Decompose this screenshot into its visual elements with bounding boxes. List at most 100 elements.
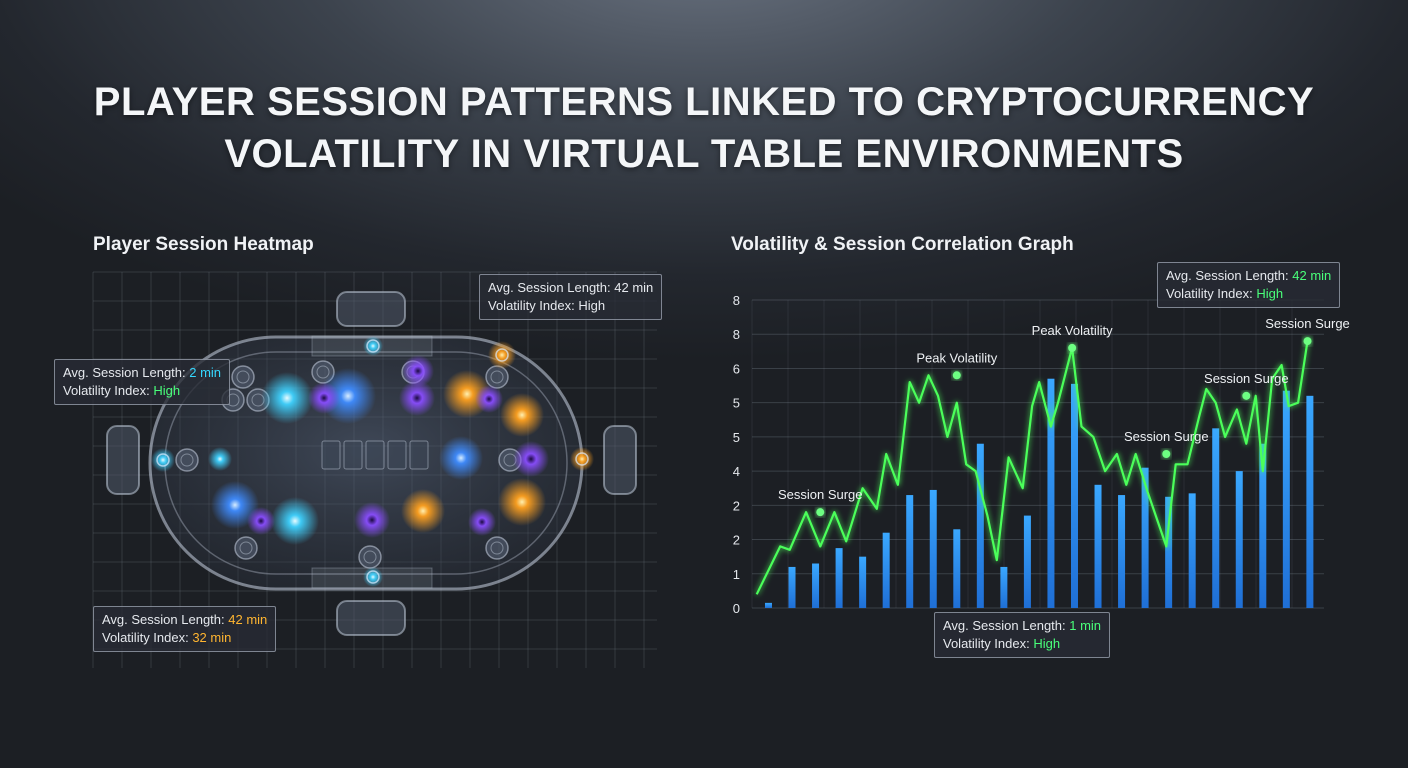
y-tick-label: 8 <box>733 293 740 308</box>
y-axis-ticks: 0 1 2 2 4 5 5 6 8 8 <box>733 293 740 616</box>
bar <box>1023 515 1031 608</box>
heatmap-callout-left: Avg. Session Length: 2 min Volatility In… <box>54 359 231 405</box>
heatmap-title: Player Session Heatmap <box>93 234 314 255</box>
heat-spot <box>354 502 390 538</box>
bar <box>1259 443 1267 608</box>
heat-spot <box>488 341 516 369</box>
graph-title: Volatility & Session Correlation Graph <box>731 234 1074 255</box>
chair-bottom <box>336 600 406 636</box>
line-marker <box>816 508 825 517</box>
heatmap-callout-bottom: Avg. Session Length: 42 min Volatility I… <box>93 606 277 652</box>
bar <box>835 548 843 608</box>
bar <box>976 443 984 608</box>
chair-top <box>336 291 406 327</box>
line-marker <box>1068 343 1077 352</box>
y-tick-label: 8 <box>733 327 740 342</box>
y-tick-label: 4 <box>733 464 740 479</box>
marker-annotation: Session Surge <box>1204 371 1289 386</box>
y-tick-label: 6 <box>733 361 740 376</box>
heat-spot <box>363 567 383 587</box>
bar <box>1165 496 1173 608</box>
chip-stack <box>231 365 255 389</box>
bar <box>1047 378 1055 608</box>
heat-spot <box>271 497 319 545</box>
heat-spot <box>468 508 496 536</box>
heat-spot <box>247 507 275 535</box>
y-tick-label: 2 <box>733 533 740 548</box>
graph-callout-top: Avg. Session Length: 42 min Volatility I… <box>1157 262 1341 308</box>
heat-spot <box>399 380 435 416</box>
line-marker <box>952 371 961 380</box>
heat-spot <box>320 368 376 424</box>
bar <box>1282 390 1290 608</box>
marker-annotation: Session Surge <box>1265 316 1350 331</box>
heat-spot <box>475 385 503 413</box>
line-marker <box>1242 391 1251 400</box>
community-cards <box>321 440 429 470</box>
line-markers: Session Surge Peak Volatility Peak Volatil… <box>778 316 1350 517</box>
heat-spot <box>570 447 594 471</box>
marker-annotation: Peak Volatility <box>916 350 997 365</box>
seat-marker <box>366 339 380 353</box>
bar <box>1235 471 1243 608</box>
chip-stack <box>401 360 425 384</box>
bar <box>1094 484 1102 608</box>
marker-annotation: Peak Volatility <box>1032 323 1113 338</box>
marker-annotation: Session Surge <box>778 487 863 502</box>
marker-annotation: Session Surge <box>1124 429 1209 444</box>
bar <box>1188 493 1196 608</box>
chip-stack <box>485 365 509 389</box>
chip-stack <box>311 360 335 384</box>
heat-spot <box>439 436 483 480</box>
bar <box>1306 395 1314 608</box>
heat-spot <box>498 478 546 526</box>
y-tick-label: 1 <box>733 567 740 582</box>
heat-spot <box>500 393 544 437</box>
bar <box>1070 383 1078 608</box>
bar <box>1212 428 1220 608</box>
heat-spot <box>363 336 383 356</box>
heat-spot <box>513 441 549 477</box>
chart-grid <box>751 299 1324 609</box>
chip-stack <box>485 536 509 560</box>
bar <box>953 529 961 608</box>
seat-marker <box>366 570 380 584</box>
graph-callout-bottom: Avg. Session Length: 1 min Volatility In… <box>934 612 1111 658</box>
bar <box>1141 467 1149 608</box>
bar <box>882 532 890 608</box>
seat-marker <box>575 452 589 466</box>
heat-spot <box>308 382 340 414</box>
seat-marker <box>495 348 509 362</box>
seat-marker <box>156 453 170 467</box>
heat-spot <box>151 448 175 472</box>
bar <box>812 563 820 608</box>
bar-series <box>764 378 1314 608</box>
chip-stack <box>234 536 258 560</box>
line-series <box>755 340 1309 595</box>
heat-spot <box>443 370 491 418</box>
volatility-line <box>755 340 1309 595</box>
line-marker <box>1303 337 1312 346</box>
y-tick-label: 5 <box>733 430 740 445</box>
bar <box>764 602 772 608</box>
heat-spot <box>261 372 313 424</box>
bar <box>929 489 937 608</box>
bar <box>788 566 796 608</box>
page-title-line-2: VOLATILITY IN VIRTUAL TABLE ENVIRONMENTS <box>224 132 1184 176</box>
line-marker <box>1162 450 1171 458</box>
heat-spot <box>402 355 434 387</box>
y-tick-label: 2 <box>733 498 740 513</box>
y-tick-label: 0 <box>733 601 740 616</box>
heat-spot <box>401 489 445 533</box>
chip-stack <box>175 448 199 472</box>
page-title-line-1: PLAYER SESSION PATTERNS LINKED TO CRYPTO… <box>93 80 1315 124</box>
y-tick-label: 5 <box>733 396 740 411</box>
chip-stack <box>246 388 270 412</box>
bar <box>859 556 867 608</box>
chair-right <box>603 425 637 495</box>
heatmap-callout-top-right: Avg. Session Length: 42 min Volatility I… <box>479 274 663 320</box>
page-title: PLAYER SESSION PATTERNS LINKED TO CRYPTO… <box>0 76 1408 180</box>
chip-stack <box>498 448 522 472</box>
heat-spot <box>208 447 232 471</box>
heat-spot <box>211 481 259 529</box>
